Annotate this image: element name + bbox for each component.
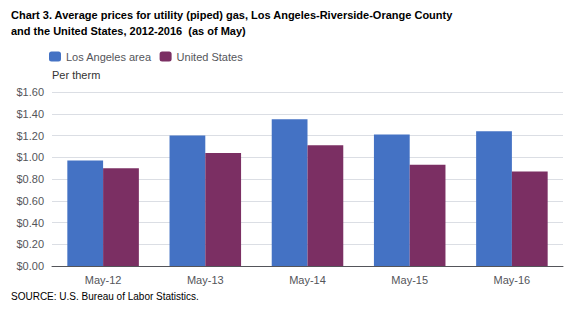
svg-text:and the United States, 2012-20: and the United States, 2012-2016 (as of … bbox=[11, 25, 246, 37]
svg-text:$0.40: $0.40 bbox=[16, 217, 44, 229]
svg-text:$1.60: $1.60 bbox=[16, 86, 44, 98]
svg-text:$0.80: $0.80 bbox=[16, 173, 44, 185]
svg-text:$1.00: $1.00 bbox=[16, 151, 44, 163]
svg-text:May-14: May-14 bbox=[289, 274, 326, 286]
svg-text:$1.20: $1.20 bbox=[16, 130, 44, 142]
svg-text:Chart 3. Average prices for ut: Chart 3. Average prices for utility (pip… bbox=[11, 9, 453, 21]
svg-text:United States: United States bbox=[177, 51, 244, 63]
svg-text:May-13: May-13 bbox=[187, 274, 224, 286]
svg-text:May-16: May-16 bbox=[494, 274, 531, 286]
svg-text:Los Angeles area: Los Angeles area bbox=[66, 51, 152, 63]
svg-text:$1.40: $1.40 bbox=[16, 108, 44, 120]
svg-text:SOURCE: U.S. Bureau of Labor S: SOURCE: U.S. Bureau of Labor Statistics. bbox=[11, 291, 199, 302]
svg-text:$0.20: $0.20 bbox=[16, 238, 44, 250]
svg-text:May-12: May-12 bbox=[85, 274, 122, 286]
svg-text:$0.60: $0.60 bbox=[16, 195, 44, 207]
svg-text:May-15: May-15 bbox=[391, 274, 428, 286]
svg-text:Per therm: Per therm bbox=[52, 69, 100, 81]
svg-text:$0.00: $0.00 bbox=[16, 260, 44, 272]
